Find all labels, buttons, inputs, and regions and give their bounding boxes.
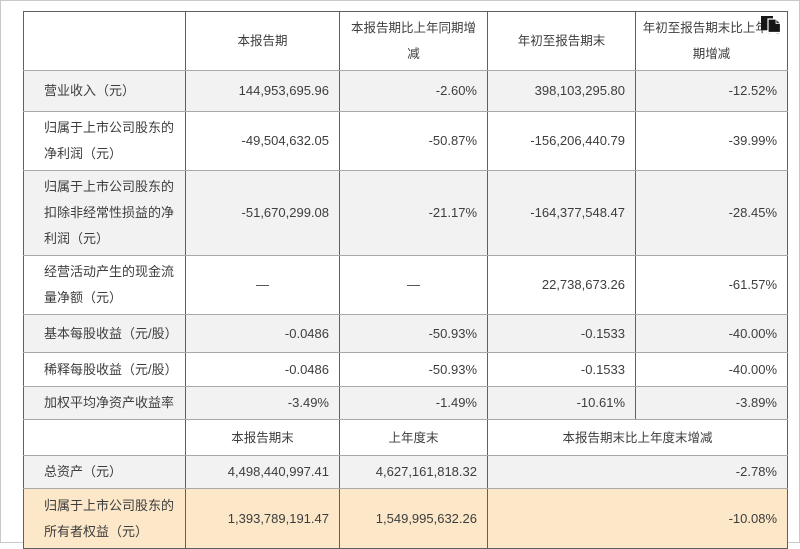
table-row-basic-eps: 基本每股收益（元/股） -0.0486 -50.93% -0.1533 -40.… xyxy=(23,314,788,353)
cell-value: -51,670,299.08 xyxy=(185,170,340,256)
cell-value: 4,498,440,997.41 xyxy=(185,455,340,489)
cell-value: -0.1533 xyxy=(487,314,636,353)
cell-value: -2.60% xyxy=(339,70,488,112)
row-label: 归属于上市公司股东的所有者权益（元） xyxy=(23,488,186,549)
cell-value: -2.78% xyxy=(487,455,788,489)
column-header-prior-year-end: 上年度末 xyxy=(339,419,488,456)
column-header-current-period: 本报告期 xyxy=(185,11,340,71)
column-header-ytd-yoy-change: 年初至报告期末比上年同期增减 xyxy=(635,11,788,71)
cell-value: — xyxy=(339,255,488,315)
row-label: 基本每股收益（元/股） xyxy=(23,314,186,353)
subheader-row: 本报告期末 上年度末 本报告期末比上年度末增减 xyxy=(23,419,788,456)
cell-value: 22,738,673.26 xyxy=(487,255,636,315)
table-row-net-profit: 归属于上市公司股东的净利润（元） -49,504,632.05 -50.87% … xyxy=(23,111,788,171)
cell-value: -10.08% xyxy=(487,488,788,549)
cell-value: 398,103,295.80 xyxy=(487,70,636,112)
column-header-ytd: 年初至报告期末 xyxy=(487,11,636,71)
empty-corner-cell xyxy=(23,11,186,71)
cell-value: -10.61% xyxy=(487,386,636,420)
row-label: 加权平均净资产收益率 xyxy=(23,386,186,420)
cell-value: -50.93% xyxy=(339,314,488,353)
copy-document-icon xyxy=(761,16,782,34)
table-row-diluted-eps: 稀释每股收益（元/股） -0.0486 -50.93% -0.1533 -40.… xyxy=(23,352,788,387)
cell-value: -39.99% xyxy=(635,111,788,171)
cell-value: — xyxy=(185,255,340,315)
column-header-period-end-change: 本报告期末比上年度末增减 xyxy=(487,419,788,456)
row-label: 稀释每股收益（元/股） xyxy=(23,352,186,387)
cell-value: -156,206,440.79 xyxy=(487,111,636,171)
cell-value: -3.89% xyxy=(635,386,788,420)
cell-value: -40.00% xyxy=(635,352,788,387)
cell-value: -49,504,632.05 xyxy=(185,111,340,171)
row-label: 归属于上市公司股东的扣除非经常性损益的净利润（元） xyxy=(23,170,186,256)
cell-value: -164,377,548.47 xyxy=(487,170,636,256)
row-label: 归属于上市公司股东的净利润（元） xyxy=(23,111,186,171)
table-row-total-assets: 总资产（元） 4,498,440,997.41 4,627,161,818.32… xyxy=(23,455,788,489)
cell-value: -12.52% xyxy=(635,70,788,112)
cell-value: 1,549,995,632.26 xyxy=(339,488,488,549)
cell-value: 4,627,161,818.32 xyxy=(339,455,488,489)
cell-value: -0.0486 xyxy=(185,314,340,353)
column-header-ytd-yoy-change-label: 年初至报告期末比上年同期增减 xyxy=(642,21,781,61)
header-row: 本报告期 本报告期比上年同期增减 年初至报告期末 年初至报告期末比上年同期增减 xyxy=(23,11,788,71)
row-label: 营业收入（元） xyxy=(23,70,186,112)
cell-value: -28.45% xyxy=(635,170,788,256)
empty-cell xyxy=(23,419,186,456)
cell-value: -0.0486 xyxy=(185,352,340,387)
cell-value: -61.57% xyxy=(635,255,788,315)
row-label: 总资产（元） xyxy=(23,455,186,489)
cell-value: -3.49% xyxy=(185,386,340,420)
table-row-operating-revenue: 营业收入（元） 144,953,695.96 -2.60% 398,103,29… xyxy=(23,70,788,112)
row-label: 经营活动产生的现金流量净额（元） xyxy=(23,255,186,315)
table-row-weighted-avg-roe: 加权平均净资产收益率 -3.49% -1.49% -10.61% -3.89% xyxy=(23,386,788,420)
cell-value: -0.1533 xyxy=(487,352,636,387)
cell-value: 144,953,695.96 xyxy=(185,70,340,112)
table-row-equity-attributable-to-shareholders: 归属于上市公司股东的所有者权益（元） 1,393,789,191.47 1,54… xyxy=(23,488,788,549)
cell-value: -50.87% xyxy=(339,111,488,171)
column-header-period-yoy-change: 本报告期比上年同期增减 xyxy=(339,11,488,71)
cell-value: -40.00% xyxy=(635,314,788,353)
cell-value: -50.93% xyxy=(339,352,488,387)
financial-summary-table: 本报告期 本报告期比上年同期增减 年初至报告期末 年初至报告期末比上年同期增减 … xyxy=(23,11,788,549)
table-row-operating-cash-flow: 经营活动产生的现金流量净额（元） — — 22,738,673.26 -61.5… xyxy=(23,255,788,315)
column-header-period-end: 本报告期末 xyxy=(185,419,340,456)
cell-value: 1,393,789,191.47 xyxy=(185,488,340,549)
cell-value: -21.17% xyxy=(339,170,488,256)
cell-value: -1.49% xyxy=(339,386,488,420)
table-row-net-profit-excl-nonrecurring: 归属于上市公司股东的扣除非经常性损益的净利润（元） -51,670,299.08… xyxy=(23,170,788,256)
